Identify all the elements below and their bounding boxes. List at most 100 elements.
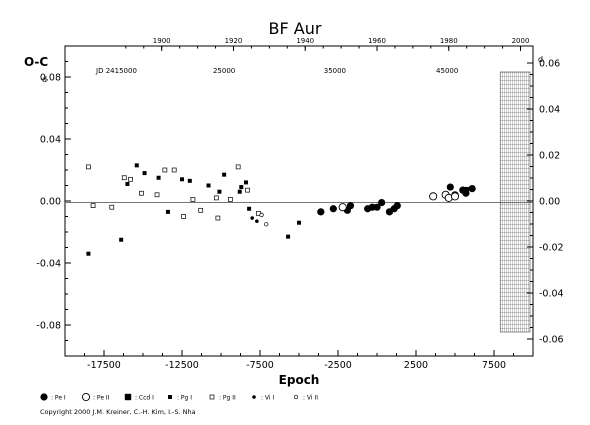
data-point-pg-i xyxy=(222,172,227,177)
right-y-tick-label: -0.06 xyxy=(539,335,564,346)
x-axis-label: Epoch xyxy=(279,373,320,387)
data-point-pg-i xyxy=(239,185,244,190)
data-point-vi-ii xyxy=(264,222,269,227)
right-y-tick-label: -0.02 xyxy=(539,243,564,254)
data-point-vi-i xyxy=(255,219,259,223)
data-point-pg-ii xyxy=(181,214,186,219)
legend-marker-pe-i xyxy=(40,393,48,401)
data-point-pg-ii xyxy=(86,164,91,170)
data-point-pg-ii xyxy=(245,187,250,193)
legend-label-pg-i: : Pg I xyxy=(177,395,192,402)
jd-label: 25000 xyxy=(213,67,235,75)
data-point-pg-ii xyxy=(139,190,144,196)
year-tick-label: 1940 xyxy=(296,37,314,45)
legend-label-pg-ii: : Pg II xyxy=(219,395,236,402)
y-tick-label: 0.00 xyxy=(40,197,61,208)
y-tick-label: -0.04 xyxy=(36,259,61,270)
hatched-region xyxy=(499,71,531,333)
legend-marker-pg-ii xyxy=(209,394,215,400)
data-point-pg-i xyxy=(180,177,184,182)
data-point-pg-ii xyxy=(121,175,127,181)
data-point-pg-i xyxy=(297,220,301,225)
year-tick-label: 1980 xyxy=(440,37,458,45)
chart-title: BF Aur xyxy=(269,19,322,38)
legend-marker-pe-ii xyxy=(81,392,91,402)
y-unit-label: d xyxy=(42,75,47,84)
jd-label: JD 2415000 xyxy=(95,67,137,75)
data-point-pe-ii xyxy=(450,192,460,201)
legend-marker-vi-i xyxy=(252,395,256,399)
data-point-pg-i xyxy=(286,234,291,239)
data-point-pg-ii xyxy=(198,207,204,213)
year-tick-label: 2000 xyxy=(512,37,530,45)
y-unit-label-right: d xyxy=(538,55,543,64)
y-axis-label: O-C xyxy=(24,55,48,69)
data-point-pg-i xyxy=(217,189,222,194)
plot-frame xyxy=(64,45,534,357)
y-tick-label: 0.04 xyxy=(40,135,61,146)
right-y-tick-label: -0.04 xyxy=(539,289,564,300)
data-point-pg-i xyxy=(119,237,124,242)
data-point-pg-i xyxy=(134,163,139,168)
data-point-pg-ii xyxy=(154,192,160,198)
legend-label-vi-i: : Vi I xyxy=(261,395,274,402)
data-point-pg-i xyxy=(142,171,147,176)
year-tick-label: 1900 xyxy=(153,37,171,45)
data-point-pe-i xyxy=(446,183,454,191)
data-point-pe-i xyxy=(329,205,337,213)
x-tick-label: -12500 xyxy=(165,360,199,371)
jd-label: 45000 xyxy=(436,67,458,75)
data-point-pg-ii xyxy=(128,176,133,182)
data-point-pg-ii xyxy=(215,215,221,221)
data-point-pg-ii xyxy=(162,167,168,173)
x-tick-label: -7500 xyxy=(246,360,274,371)
legend-label-pe-ii: : Pe II xyxy=(93,395,110,402)
y-tick-label: 0.08 xyxy=(40,73,61,84)
right-y-tick-label: 0.00 xyxy=(539,197,560,208)
legend-label-pe-i: : Pe I xyxy=(51,395,66,402)
legend-label-vi-ii: : Vi II xyxy=(303,395,318,402)
data-point-pg-ii xyxy=(190,197,196,202)
data-point-pe-i xyxy=(346,202,355,210)
copyright-text: Copyright 2000 J.M. Kreiner, C.-H. Kim, … xyxy=(40,408,196,416)
data-point-pg-i xyxy=(206,183,211,188)
data-point-vi-ii xyxy=(259,212,264,218)
data-point-pg-i xyxy=(125,181,130,186)
x-tick-label: 7500 xyxy=(482,360,506,371)
data-point-pg-ii xyxy=(90,203,96,208)
data-point-pg-ii xyxy=(235,164,241,170)
legend-marker-pg-i xyxy=(168,395,172,399)
data-point-pg-i xyxy=(247,206,252,211)
x-tick-label: 2500 xyxy=(404,360,428,371)
data-point-pe-i xyxy=(468,185,476,193)
data-point-pg-i xyxy=(187,178,192,183)
data-point-ccd-i xyxy=(462,186,470,194)
right-y-tick-label: 0.06 xyxy=(539,59,560,70)
jd-label: 35000 xyxy=(324,67,346,75)
data-point-pe-ii xyxy=(429,192,438,201)
year-tick-label: 1960 xyxy=(368,37,386,45)
x-tick-label: -17500 xyxy=(87,360,121,371)
data-point-pe-i xyxy=(373,203,381,211)
data-point-pe-ii xyxy=(338,203,347,212)
data-point-pe-i xyxy=(378,198,386,207)
right-y-tick-label: 0.02 xyxy=(539,151,560,162)
data-point-vi-i xyxy=(250,216,254,220)
data-point-pe-i xyxy=(317,208,325,216)
right-y-tick-label: 0.04 xyxy=(539,105,560,116)
data-point-pg-ii xyxy=(228,197,233,202)
data-point-pg-i xyxy=(156,175,161,180)
x-tick-label: -2500 xyxy=(324,360,352,371)
data-point-pg-ii xyxy=(109,204,115,210)
data-point-pg-i xyxy=(237,189,242,194)
y-tick-label: -0.08 xyxy=(36,321,61,332)
data-point-pg-i xyxy=(165,209,170,214)
data-point-pg-ii xyxy=(213,195,219,201)
legend-marker-ccd-i xyxy=(124,393,132,401)
year-tick-label: 1920 xyxy=(225,37,243,45)
data-point-pg-i xyxy=(243,180,248,185)
legend-label-ccd-i: : Ccd I xyxy=(135,395,154,402)
legend-marker-vi-ii xyxy=(293,394,299,400)
data-point-pe-i xyxy=(393,202,401,210)
